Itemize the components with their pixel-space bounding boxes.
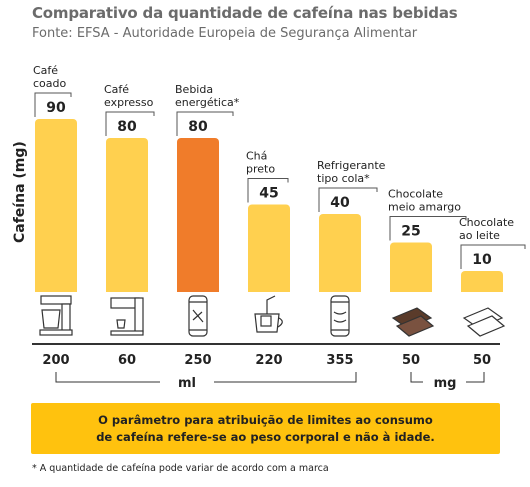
bar-fill-5	[319, 220, 361, 292]
espresso-base	[110, 330, 144, 336]
value-label-7: 10	[472, 252, 492, 268]
serving-size-6: 50	[402, 353, 420, 368]
category-label-line1-7: Chocolate	[459, 216, 514, 229]
energy-drink-can-icon	[188, 295, 208, 337]
can-design	[333, 311, 347, 323]
chocolate-bar-2	[395, 315, 435, 337]
serving-size-5: 355	[326, 353, 353, 368]
serving-size-7: 50	[473, 353, 491, 368]
category-label-line1-5: Refrigerante	[317, 159, 386, 172]
category-label-line2-1: coado	[33, 77, 67, 90]
bar-fill-6	[390, 248, 432, 292]
category-label-line2-4: preto	[246, 163, 275, 176]
note-box: O parâmetro para atribuição de limites a…	[31, 403, 500, 454]
value-label-1: 90	[46, 100, 66, 116]
cola-can-icon	[330, 295, 350, 337]
label-bracket-6	[389, 216, 467, 241]
category-label-line2-5: tipo cola*	[317, 172, 370, 185]
bar-fill-7	[461, 277, 503, 292]
category-label-line2-6: meio amargo	[388, 201, 461, 214]
tea-string	[266, 295, 276, 314]
coffee-maker-pot	[41, 309, 61, 329]
label-bracket-3	[176, 111, 234, 136]
label-bracket-2	[105, 111, 155, 136]
value-label-4: 45	[259, 186, 278, 202]
serving-size-3: 250	[184, 353, 211, 368]
coffee-maker-icon	[39, 295, 73, 336]
value-label-3: 80	[188, 119, 208, 135]
bar-fill-3	[177, 144, 219, 292]
category-label-line2-7: ao leite	[459, 229, 500, 242]
can-design	[192, 309, 204, 323]
unit-ml-label: ml	[178, 376, 196, 391]
coffee-maker-top	[40, 295, 72, 305]
bar-fill-2	[106, 144, 148, 292]
coffee-maker-body	[61, 303, 71, 333]
footnote: * A quantidade de cafeína pode variar de…	[32, 463, 329, 474]
value-label-6: 25	[401, 224, 420, 240]
espresso-cup	[116, 319, 126, 329]
category-label-line1-6: Chocolate	[388, 188, 443, 201]
label-bracket-7	[460, 244, 526, 269]
ml-bracket	[55, 372, 357, 383]
label-bracket-1	[34, 92, 72, 117]
tea-bag	[260, 315, 272, 327]
unit-mg-label: mg	[434, 376, 457, 391]
value-label-2: 80	[117, 119, 137, 135]
note-text: O parâmetro para atribuição de limites a…	[96, 412, 435, 444]
serving-size-2: 60	[118, 353, 136, 368]
category-label-line2-2: expresso	[104, 96, 154, 109]
category-label-line1-3: Bebida	[175, 83, 213, 96]
serving-size-4: 220	[255, 353, 282, 368]
category-label-line1-2: Café	[104, 83, 129, 96]
category-label-line2-3: energética*	[175, 96, 240, 109]
serving-size-1: 200	[42, 353, 69, 368]
can-body	[330, 295, 350, 337]
chart-title: Comparativo da quantidade de cafeína nas…	[32, 4, 458, 22]
label-bracket-5	[318, 187, 378, 212]
dark-chocolate-icon	[391, 307, 435, 337]
chart-source: Fonte: EFSA - Autoridade Europeia de Seg…	[32, 26, 418, 41]
bar-fill-4	[248, 210, 290, 292]
category-label-line1-1: Café	[33, 64, 58, 77]
caffeine-bar-chart: 90Cafécoado80Caféexpresso80Bebidaenergét…	[32, 64, 526, 391]
espresso-machine-icon	[110, 297, 144, 336]
category-label-line1-4: Chá	[246, 150, 267, 163]
chocolate-bar-2	[466, 315, 506, 337]
tea-cup-handle	[277, 317, 283, 328]
bar-fill-1	[35, 125, 77, 292]
espresso-body	[134, 297, 144, 333]
label-bracket-4	[247, 178, 289, 203]
value-label-5: 40	[330, 195, 350, 211]
coffee-maker-base	[39, 329, 73, 336]
milk-chocolate-icon	[462, 307, 506, 337]
mg-bracket	[410, 372, 485, 383]
tea-cup-icon	[254, 295, 283, 333]
